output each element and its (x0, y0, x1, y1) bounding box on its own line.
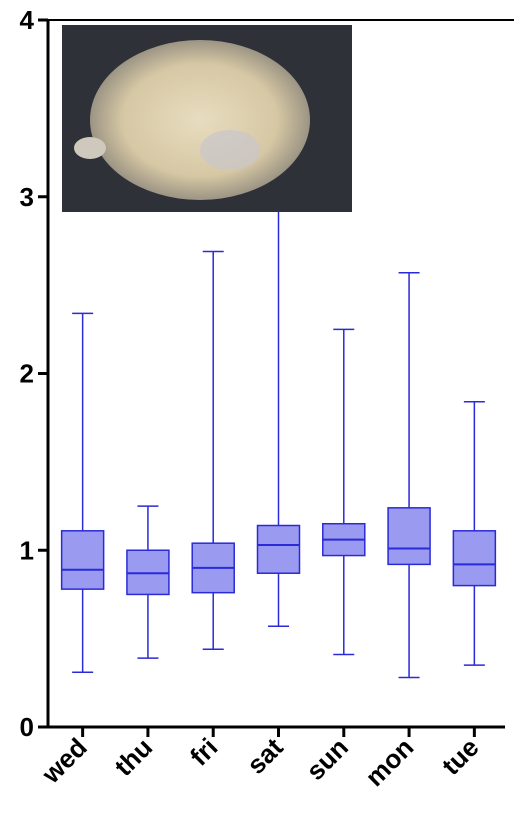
x-tick-label: sat (241, 732, 289, 780)
x-tick-label: wed (35, 732, 93, 790)
x-tick-label: thu (108, 732, 158, 782)
x-tick-label: sun (300, 732, 354, 786)
box (60, 530, 105, 590)
y-tick-label: 2 (20, 359, 34, 389)
y-tick-label: 1 (20, 535, 34, 565)
powder-pile (90, 40, 310, 200)
x-tick-label: tue (436, 732, 485, 781)
powder-shade (200, 130, 260, 170)
box (256, 524, 301, 574)
x-tick-label: mon (359, 732, 419, 792)
box (452, 530, 497, 587)
box (387, 507, 431, 566)
y-tick-label: 0 (20, 712, 34, 742)
powder-lump (74, 137, 106, 159)
y-tick-label: 4 (20, 5, 35, 35)
x-tick-label: fri (184, 732, 224, 772)
y-tick-label: 3 (20, 182, 34, 212)
photo (62, 25, 352, 212)
